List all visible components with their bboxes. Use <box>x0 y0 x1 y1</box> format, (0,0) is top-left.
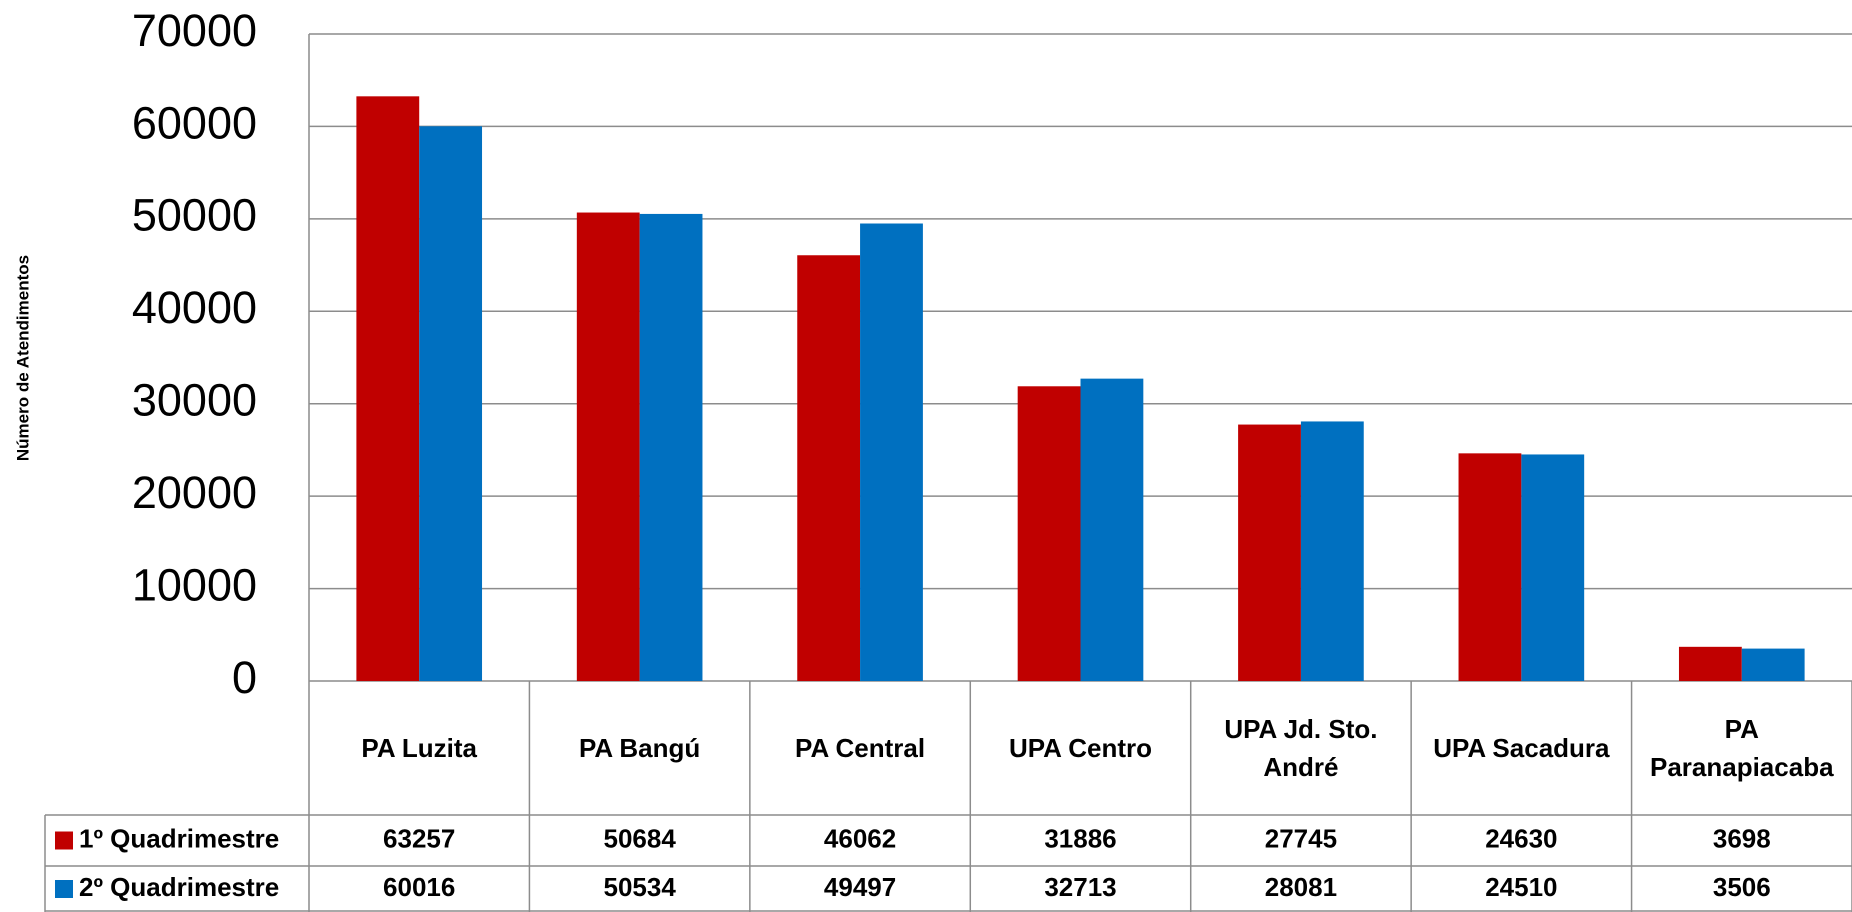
x-tick-label: UPA Jd. Sto. André <box>1224 714 1378 782</box>
y-tick-label: 10000 <box>132 559 257 610</box>
bar <box>797 255 861 682</box>
data-table-value: 63257 <box>383 823 455 853</box>
data-table-value: 32713 <box>1044 872 1116 902</box>
data-table-value: 27745 <box>1265 823 1337 853</box>
bar <box>576 212 640 681</box>
data-table-value: 24510 <box>1485 872 1557 902</box>
bar <box>1678 646 1742 681</box>
bar <box>419 126 483 681</box>
y-tick-label: 40000 <box>132 282 257 333</box>
y-axis-title: Número de Atendimentos <box>13 255 32 461</box>
data-table-value: 50684 <box>603 823 676 853</box>
y-tick-label: 20000 <box>132 467 257 518</box>
bar <box>1300 421 1364 681</box>
legend-key <box>55 880 73 898</box>
x-tick-label: UPA Centro <box>1008 733 1152 763</box>
bar <box>1458 453 1522 681</box>
y-tick-label: 0 <box>232 652 257 703</box>
y-tick-label: 70000 <box>132 5 257 56</box>
legend-label: 2º Quadrimestre <box>79 872 279 902</box>
data-table-value: 49497 <box>824 872 896 902</box>
bar <box>639 213 703 682</box>
data-table-value: 28081 <box>1265 872 1337 902</box>
x-tick-label: PA Bangú <box>578 733 701 763</box>
data-table-value: 24630 <box>1485 823 1557 853</box>
data-table-value: 3506 <box>1713 872 1771 902</box>
bar <box>1080 378 1144 681</box>
bar <box>1017 386 1081 681</box>
legend-key <box>55 831 73 850</box>
data-table-value: 50534 <box>603 872 676 902</box>
x-tick-label: UPA Sacadura <box>1433 733 1610 763</box>
data-table-value: 46062 <box>824 823 896 853</box>
legend-label: 1º Quadrimestre <box>79 823 279 853</box>
bar <box>356 96 420 681</box>
bar <box>1238 424 1301 681</box>
x-tick-label: PA Central <box>795 733 926 763</box>
x-tick-label: PA Paranapiacaba <box>1649 714 1834 782</box>
y-tick-label: 50000 <box>132 190 257 241</box>
x-tick-label: PA Luzita <box>361 733 477 763</box>
bar <box>860 223 923 682</box>
data-table-value: 31886 <box>1044 823 1116 853</box>
bar <box>1741 648 1805 681</box>
y-tick-label: 60000 <box>132 97 257 148</box>
y-tick-label: 30000 <box>132 375 257 426</box>
bar <box>1521 454 1585 681</box>
data-table-value: 60016 <box>383 872 455 902</box>
data-table-value: 3698 <box>1713 823 1771 853</box>
